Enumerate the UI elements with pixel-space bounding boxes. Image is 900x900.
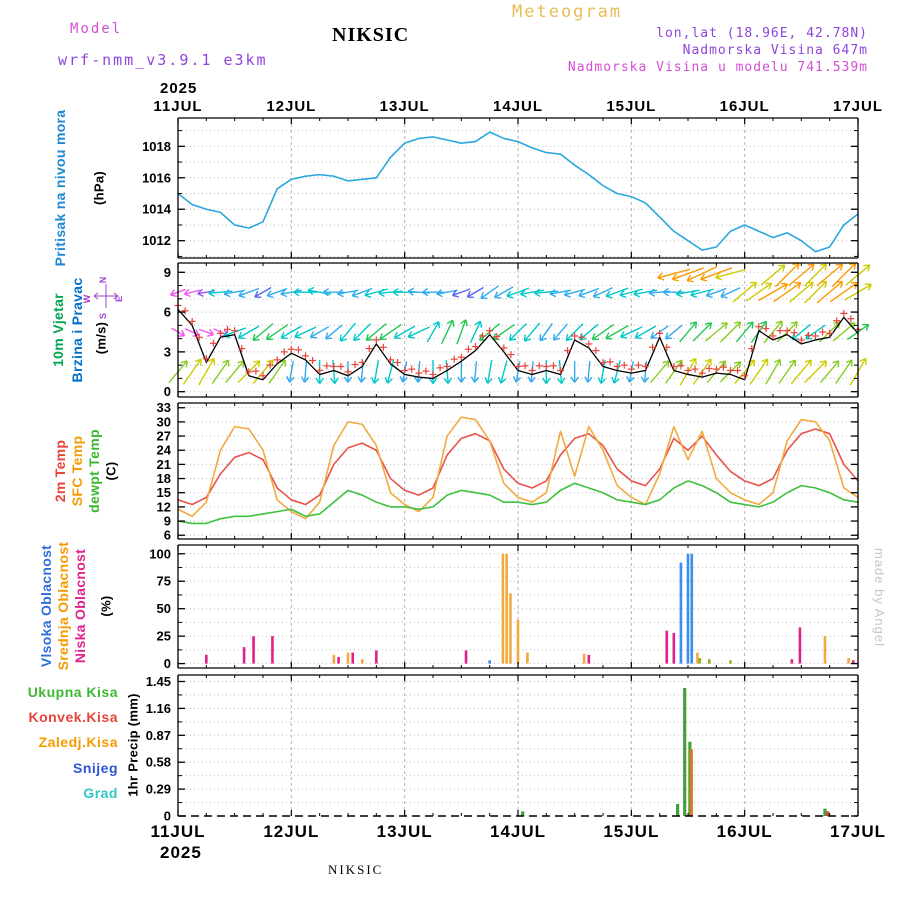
svg-text:0: 0 [164, 809, 171, 824]
svg-text:0.87: 0.87 [146, 728, 171, 743]
svg-text:18: 18 [157, 471, 171, 486]
svg-text:12: 12 [157, 499, 171, 514]
temp-sfc-legend: SFC Temp [69, 435, 85, 507]
station-title: NIKSIC [332, 24, 410, 46]
svg-text:1012: 1012 [142, 233, 171, 248]
svg-text:12JUL: 12JUL [263, 822, 319, 841]
model-elevation-info: Nadmorska Visina u modelu 741.539m [567, 60, 868, 75]
svg-text:S: S [98, 313, 108, 319]
svg-text:12JUL: 12JUL [266, 98, 316, 115]
compass-rose: N S W E [82, 277, 124, 319]
precip-series [521, 687, 830, 816]
wind-axis-sublabel: Brzina i Pravac [69, 277, 85, 383]
cloud-low-legend: Niska Oblacnost [72, 548, 88, 664]
temp-2m-legend: 2m Temp [52, 439, 68, 503]
svg-text:3: 3 [164, 344, 171, 359]
svg-text:W: W [82, 294, 92, 303]
wind-series [168, 262, 872, 386]
pressure-series [177, 131, 859, 253]
x-axis-labels: 11JUL 11JUL 12JUL 12JUL 13JUL 13JUL 14JUL 14JUL… [150, 80, 886, 862]
svg-text:6: 6 [164, 528, 171, 543]
svg-text:2025: 2025 [160, 843, 202, 862]
svg-text:6: 6 [164, 305, 171, 320]
precip-unit-label: 1hr Precip (mm) [125, 693, 141, 797]
svg-text:24: 24 [157, 443, 172, 458]
svg-text:33: 33 [157, 400, 171, 415]
precip-total-legend: Ukupna Kisa [27, 684, 118, 700]
svg-text:2025: 2025 [160, 80, 197, 97]
precip-convective-legend: Konvek.Kisa [28, 709, 118, 725]
svg-text:15JUL: 15JUL [603, 822, 659, 841]
svg-text:0: 0 [164, 656, 171, 671]
svg-text:17JUL: 17JUL [830, 822, 886, 841]
svg-text:27: 27 [157, 429, 171, 444]
cloud-high-legend: Vlsoka Oblacnost [38, 544, 54, 668]
precip-largescale-legend: Zaledj.Kisa [38, 734, 118, 750]
watermark: made by Angel [872, 548, 887, 648]
svg-text:9: 9 [164, 265, 171, 280]
svg-text:1014: 1014 [142, 202, 172, 217]
svg-text:16JUL: 16JUL [720, 98, 770, 115]
svg-text:75: 75 [157, 574, 171, 589]
svg-text:15: 15 [157, 485, 171, 500]
svg-text:N: N [98, 277, 108, 284]
precip-grid [178, 675, 858, 816]
svg-text:0.58: 0.58 [146, 755, 171, 770]
svg-text:100: 100 [149, 546, 171, 561]
svg-text:13JUL: 13JUL [380, 98, 430, 115]
svg-text:9: 9 [164, 514, 171, 529]
cloud-frame: 0 25 50 75 100 [149, 544, 859, 671]
elevation-info: Nadmorska Visina 647m [682, 43, 868, 58]
svg-text:21: 21 [157, 457, 171, 472]
svg-text:13JUL: 13JUL [377, 822, 433, 841]
svg-text:0.29: 0.29 [146, 782, 171, 797]
temp-dewpoint-legend: dewpt Temp [86, 429, 102, 513]
temp-unit-label: (C) [103, 461, 119, 481]
svg-text:25: 25 [157, 629, 171, 644]
svg-text:16JUL: 16JUL [717, 822, 773, 841]
model-name: wrf-nmm_v3.9.1 e3km [58, 51, 268, 69]
svg-text:30: 30 [157, 414, 171, 429]
svg-text:0: 0 [164, 384, 171, 399]
footer-station: NIKSIC [328, 862, 384, 877]
pressure-frame: 1012 1014 1016 1018 [142, 117, 859, 259]
svg-text:1.45: 1.45 [146, 674, 171, 689]
svg-text:17JUL: 17JUL [833, 98, 883, 115]
svg-text:11JUL: 11JUL [153, 98, 202, 115]
svg-text:15JUL: 15JUL [606, 98, 656, 115]
precip-frame: 0 0.29 0.58 0.87 1.16 1.45 [146, 674, 859, 824]
svg-text:1016: 1016 [142, 170, 171, 185]
temp-grid [178, 403, 858, 539]
cloud-unit-label: (%) [98, 595, 114, 617]
svg-text:1018: 1018 [142, 139, 171, 154]
pressure-axis-label: Pritisak na nivou mora [52, 109, 68, 267]
svg-text:14JUL: 14JUL [490, 822, 546, 841]
svg-text:11JUL: 11JUL [150, 822, 205, 841]
wind-axis-label: 10m Vjetar [50, 293, 66, 367]
cloud-mid-legend: Srednja Oblacnost [55, 541, 71, 671]
pressure-unit-label: (hPa) [91, 171, 107, 205]
svg-text:14JUL: 14JUL [493, 98, 543, 115]
svg-text:1.16: 1.16 [146, 701, 171, 716]
model-label: Model [70, 21, 123, 37]
temp-series [177, 416, 859, 525]
svg-text:50: 50 [157, 601, 171, 616]
wind-frame: 0 3 6 9 [164, 262, 859, 399]
precip-hail-legend: Grad [83, 785, 118, 801]
wind-unit-label: (m/s) [93, 321, 109, 355]
cloud-series [205, 553, 855, 664]
lonlat-info: lon,lat (18.96E, 42.78N) [656, 26, 868, 41]
precip-snow-legend: Snijeg [72, 760, 118, 776]
pressure-grid [178, 118, 858, 258]
page-title: Meteogram [512, 2, 623, 22]
svg-text:E: E [114, 296, 124, 302]
